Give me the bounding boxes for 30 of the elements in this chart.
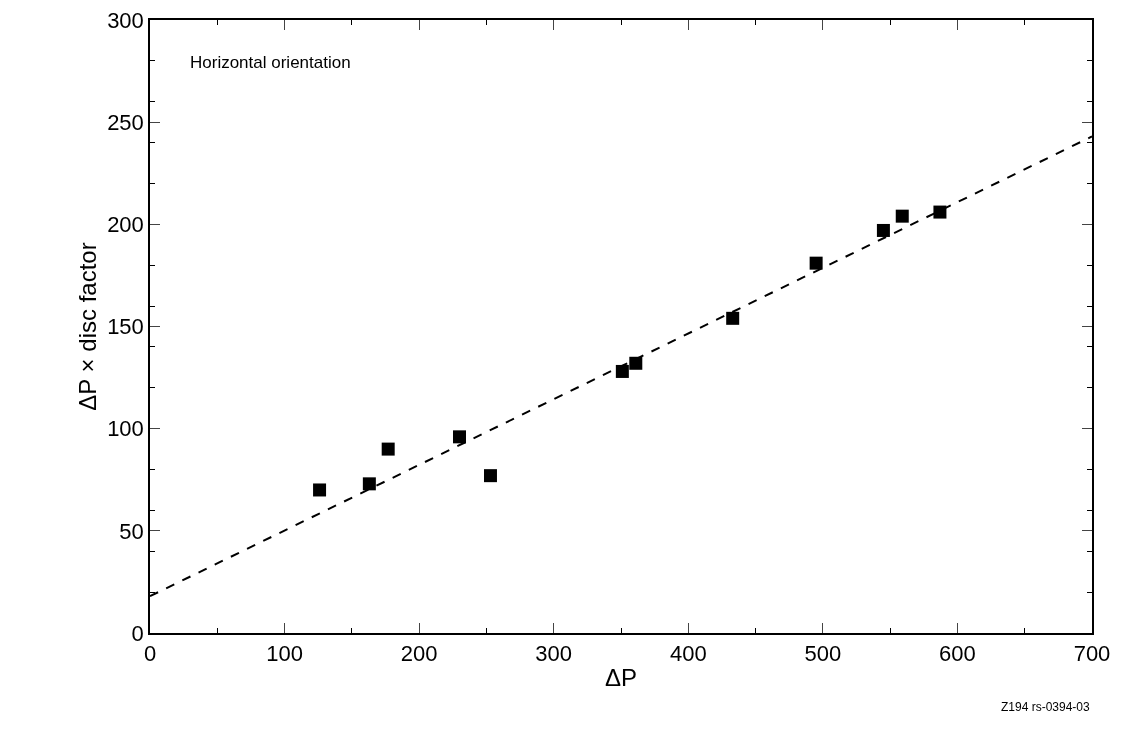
point bbox=[381, 442, 395, 456]
x-tick-label: 200 bbox=[400, 641, 438, 667]
x-axis-title: ΔP bbox=[604, 663, 638, 691]
point bbox=[615, 364, 629, 378]
y-tick-label: 100 bbox=[107, 416, 144, 442]
point bbox=[483, 469, 497, 483]
x-tick-label: 700 bbox=[1073, 641, 1111, 667]
point bbox=[933, 205, 947, 219]
point bbox=[876, 223, 890, 237]
x-tick-label: 300 bbox=[535, 641, 573, 667]
point bbox=[453, 430, 467, 444]
point bbox=[313, 483, 327, 497]
point bbox=[726, 311, 740, 325]
point bbox=[629, 356, 643, 370]
y-tick-label: 50 bbox=[119, 518, 144, 544]
x-tick-label: 100 bbox=[266, 641, 303, 667]
y-tick-label: 150 bbox=[107, 314, 144, 340]
point bbox=[895, 209, 909, 223]
x-tick-label: 500 bbox=[804, 641, 842, 667]
x-tick-label: 400 bbox=[669, 641, 707, 667]
annotation: Horizontal orientation bbox=[190, 53, 351, 72]
point bbox=[809, 256, 823, 270]
point bbox=[362, 477, 376, 491]
text: Z194 rs-0394-03 bbox=[1001, 700, 1091, 714]
y-tick-label: 300 bbox=[107, 7, 144, 33]
x-tick-label: 600 bbox=[939, 641, 976, 667]
y-tick-label: 0 bbox=[131, 620, 144, 646]
y-tick-label: 250 bbox=[107, 109, 144, 135]
y-axis-title: ΔP × disc factor bbox=[73, 242, 101, 411]
y-tick-label: 200 bbox=[107, 212, 144, 238]
